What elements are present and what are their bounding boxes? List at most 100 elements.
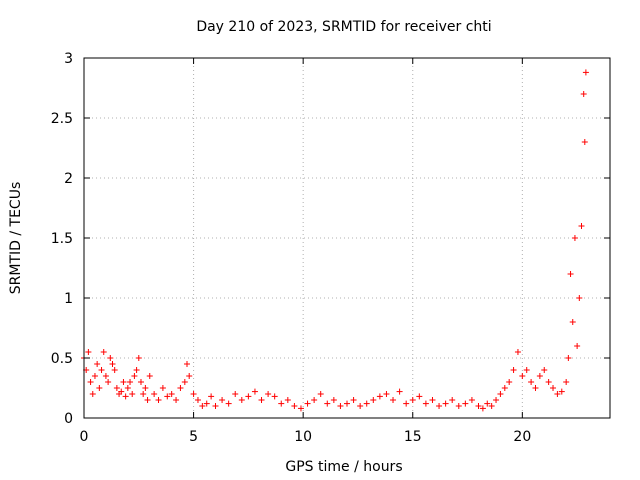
data-point xyxy=(581,139,588,145)
data-point xyxy=(238,397,245,403)
data-point xyxy=(109,361,116,367)
data-point xyxy=(350,397,357,403)
data-point xyxy=(181,379,188,385)
data-point xyxy=(155,397,162,403)
data-point xyxy=(135,355,142,361)
data-point xyxy=(554,391,561,397)
data-point xyxy=(89,391,96,397)
data-point xyxy=(120,379,127,385)
data-point xyxy=(442,400,449,407)
data-point xyxy=(100,349,107,355)
data-point xyxy=(297,405,304,412)
data-point xyxy=(105,379,112,385)
chart-title: Day 210 of 2023, SRMTID for receiver cht… xyxy=(196,19,491,35)
data-point xyxy=(510,367,517,373)
data-point xyxy=(212,403,219,409)
x-tick-label: 15 xyxy=(404,429,422,445)
data-point xyxy=(113,385,120,391)
data-point xyxy=(541,367,548,373)
data-point xyxy=(140,391,147,397)
data-point xyxy=(455,403,462,409)
y-tick-label: 2 xyxy=(64,171,73,187)
data-point xyxy=(422,400,429,407)
data-point xyxy=(383,391,390,397)
data-point xyxy=(519,373,526,379)
data-point xyxy=(363,400,370,407)
data-point xyxy=(129,391,136,397)
data-point xyxy=(558,388,565,395)
data-point xyxy=(232,391,239,397)
data-point xyxy=(146,373,153,379)
data-point xyxy=(567,271,574,277)
data-point xyxy=(164,393,171,400)
data-point xyxy=(208,393,215,400)
data-point xyxy=(142,385,149,391)
data-point xyxy=(85,349,92,355)
data-point xyxy=(251,388,258,395)
data-point xyxy=(107,355,114,361)
data-point xyxy=(578,223,585,229)
data-point xyxy=(565,355,572,361)
data-point xyxy=(506,379,513,385)
data-point xyxy=(576,295,583,301)
data-point xyxy=(168,391,175,397)
data-point xyxy=(436,403,443,409)
data-point xyxy=(571,235,578,241)
data-point xyxy=(324,400,331,407)
data-point xyxy=(409,397,416,403)
data-point xyxy=(532,385,539,391)
data-point xyxy=(124,385,131,391)
data-point xyxy=(245,393,252,400)
y-tick-label: 1 xyxy=(64,291,73,307)
data-point xyxy=(184,361,191,367)
data-point xyxy=(87,379,94,385)
data-point xyxy=(177,385,184,391)
data-point xyxy=(357,403,364,409)
data-point xyxy=(159,385,166,391)
data-point xyxy=(514,349,521,355)
data-point xyxy=(493,397,500,403)
data-point xyxy=(344,400,350,407)
data-point xyxy=(96,385,103,391)
data-point xyxy=(194,397,201,403)
data-point xyxy=(317,391,324,397)
data-point xyxy=(545,379,552,385)
y-tick-label: 1.5 xyxy=(51,231,73,247)
y-tick-label: 0.5 xyxy=(51,351,73,367)
data-point xyxy=(569,319,576,325)
grid xyxy=(84,58,610,418)
x-tick-label: 5 xyxy=(189,429,198,445)
data-point xyxy=(94,361,101,367)
data-point xyxy=(111,367,118,373)
data-point xyxy=(488,403,495,409)
data-point xyxy=(173,397,180,403)
data-point xyxy=(497,391,504,397)
data-point xyxy=(258,397,265,403)
x-axis-label: GPS time / hours xyxy=(285,459,402,475)
data-point xyxy=(475,403,482,409)
y-tick-label: 0 xyxy=(64,411,73,427)
data-point xyxy=(278,400,285,407)
data-point xyxy=(449,397,456,403)
data-point xyxy=(304,400,311,407)
data-point xyxy=(151,391,158,397)
data-point xyxy=(528,379,535,385)
data-point xyxy=(127,379,134,385)
y-tick-label: 2.5 xyxy=(51,111,73,127)
data-point xyxy=(370,397,377,403)
data-point xyxy=(102,373,109,379)
data-point xyxy=(462,400,469,407)
data-point xyxy=(284,397,291,403)
data-point xyxy=(501,385,508,391)
data-point xyxy=(91,373,98,379)
y-axis-label: SRMTID / TECUs xyxy=(8,182,24,295)
data-point xyxy=(291,403,298,409)
data-point xyxy=(580,91,587,97)
data-marks xyxy=(81,69,589,412)
data-point xyxy=(390,397,397,403)
data-point xyxy=(265,391,272,397)
plot-frame xyxy=(83,57,611,419)
data-point xyxy=(468,397,475,403)
data-point xyxy=(137,379,144,385)
